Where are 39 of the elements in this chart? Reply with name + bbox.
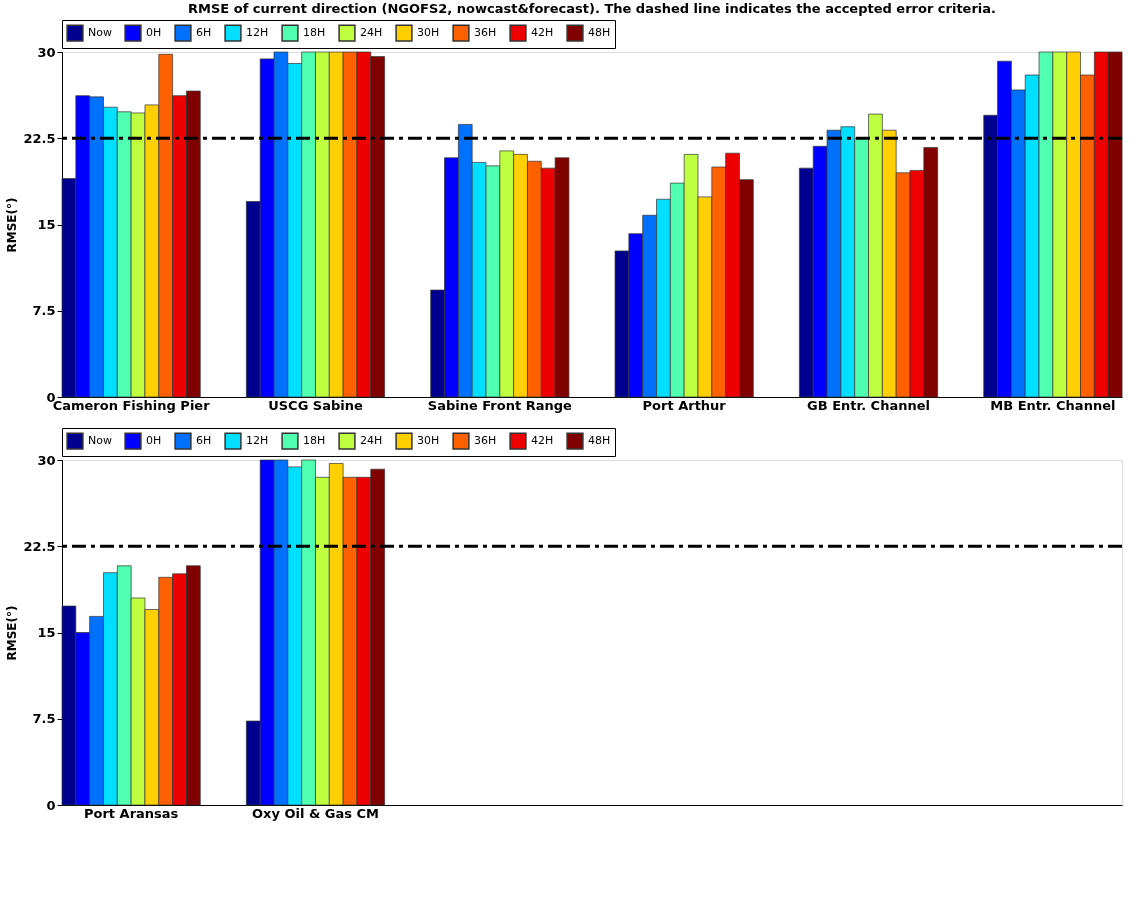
x-tick-label: USCG Sabine (268, 397, 363, 413)
legend-label: 36H (474, 434, 497, 448)
y-axis-title: RMSE(°) (5, 605, 20, 661)
legend-label: 12H (246, 26, 269, 40)
legend-label: 0H (146, 26, 162, 40)
chart-title: RMSE of current direction (NGOFS2, nowcast&forecast). The dashed line indicates the accepted error criteria. (187, 0, 997, 16)
y-tick-label: 15 (37, 625, 56, 640)
legend-label: 30H (417, 26, 440, 40)
legend-label: 12H (246, 434, 269, 448)
legend-label: 30H (417, 434, 440, 448)
legend-label: 42H (531, 26, 554, 40)
x-tick-label: GB Entr. Channel (807, 397, 930, 413)
legend-label: 24H (360, 26, 383, 40)
legend-label: 36H (474, 26, 497, 40)
y-tick-label: 30 (37, 44, 56, 60)
y-axis-title: RMSE(°) (5, 197, 20, 253)
legend-label: 24H (360, 434, 383, 448)
legend-label: 18H (303, 26, 326, 40)
x-tick-label: Port Aransas (83, 805, 179, 821)
legend-label: Now (88, 434, 112, 448)
legend-label: 6H (196, 434, 212, 448)
y-tick-label: 22.5 (23, 538, 56, 554)
legend-label: 0H (146, 434, 162, 448)
x-tick-label: Sabine Front Range (427, 397, 573, 413)
y-tick-label: 15 (37, 217, 56, 232)
y-tick-label: 7.5 (32, 711, 56, 727)
x-tick-label: Oxy Oil & Gas CM (251, 805, 379, 821)
legend-label: 18H (303, 434, 326, 448)
x-tick-label: Port Arthur (642, 397, 727, 413)
legend-label: 48H (588, 26, 611, 40)
y-tick-label: 22.5 (23, 130, 56, 146)
y-tick-label: 30 (37, 452, 56, 468)
legend-label: Now (88, 26, 112, 40)
y-tick-label: 0 (46, 797, 56, 813)
legend-label: 48H (588, 434, 611, 448)
legend-label: 42H (531, 434, 554, 448)
legend-label: 6H (196, 26, 212, 40)
x-tick-label: MB Entr. Channel (990, 397, 1116, 413)
y-tick-label: 7.5 (32, 303, 56, 319)
